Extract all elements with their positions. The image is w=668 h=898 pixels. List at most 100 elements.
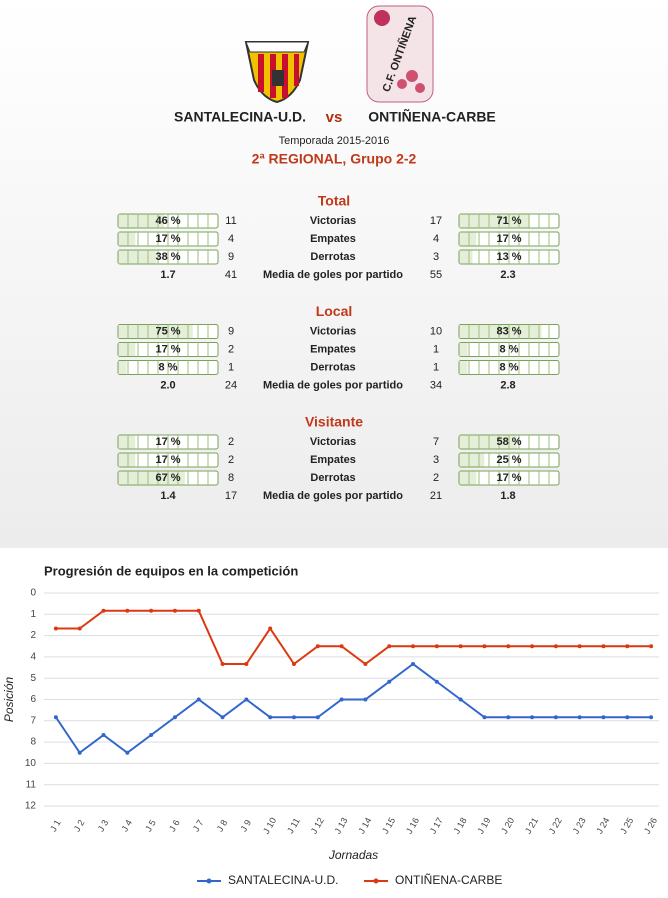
legend-label: SANTALECINA-U.D. — [228, 873, 338, 887]
home-goals: 24 — [225, 379, 237, 391]
y-tick-label: 7 — [30, 715, 36, 726]
goals-label: Media de goles por partido — [263, 490, 403, 502]
point — [411, 662, 416, 666]
point — [649, 644, 654, 649]
point — [530, 644, 535, 649]
pct-label: 17 % — [496, 472, 521, 484]
point — [125, 750, 130, 755]
x-tick-label: J 4 — [119, 818, 134, 833]
away-avg: 2.8 — [500, 379, 515, 391]
away-avg: 2.3 — [500, 269, 515, 281]
pct-label: 8 % — [500, 343, 519, 355]
x-tick-label: J 24 — [594, 816, 611, 836]
pct-bar-fill — [459, 453, 485, 467]
away-count: 3 — [433, 454, 439, 466]
y-tick-label: 12 — [25, 801, 37, 812]
pct-label: 75 % — [155, 325, 180, 337]
point — [339, 697, 344, 702]
pct-label: 38 % — [155, 251, 180, 263]
point — [458, 644, 463, 649]
point — [387, 679, 392, 684]
home-count: 2 — [228, 436, 234, 448]
point — [530, 715, 535, 720]
x-tick-label: J 15 — [380, 816, 397, 836]
home-goals: 17 — [225, 490, 237, 502]
point — [363, 662, 368, 666]
row-label: Derrotas — [310, 251, 355, 263]
pct-bar-fill — [118, 250, 157, 264]
point — [172, 608, 177, 613]
point — [482, 715, 487, 720]
y-tick-label: 0 — [30, 588, 36, 599]
pct-bar-fill — [118, 435, 136, 449]
pct-bar-fill — [459, 343, 468, 356]
pct-label: 58 % — [496, 436, 521, 448]
home-avg: 1.7 — [160, 269, 175, 281]
point — [411, 644, 416, 649]
season: Temporada 2015-2016 — [279, 135, 390, 147]
x-tick-label: J 2 — [72, 818, 87, 833]
point — [291, 715, 296, 720]
pct-bar-fill — [459, 250, 473, 264]
x-axis-label: Jornadas — [328, 848, 378, 862]
row-label: Victorias — [310, 215, 356, 227]
row-label: Empates — [310, 343, 356, 355]
point — [268, 626, 273, 631]
point — [244, 697, 249, 702]
y-tick-label: 4 — [30, 652, 36, 663]
x-tick-label: J 7 — [191, 818, 206, 833]
x-tick-label: J 18 — [452, 816, 469, 836]
row-label: Empates — [310, 454, 356, 466]
x-tick-label: J 21 — [523, 816, 540, 836]
pct-label: 17 % — [155, 343, 180, 355]
pct-bar-fill — [118, 232, 136, 246]
row-label: Victorias — [310, 436, 356, 448]
pct-label: 8 % — [500, 361, 519, 373]
pct-label: 17 % — [155, 454, 180, 466]
legend-dot — [373, 878, 379, 884]
point — [506, 715, 511, 720]
y-tick-label: 8 — [30, 737, 36, 748]
pct-label: 17 % — [155, 436, 180, 448]
y-tick-label: 2 — [30, 630, 36, 641]
row-label: Derrotas — [310, 361, 355, 373]
point — [196, 697, 201, 702]
y-tick-label: 10 — [25, 758, 37, 769]
home-count: 9 — [228, 325, 234, 337]
chart-title: Progresión de equipos en la competición — [44, 563, 298, 578]
row-label: Empates — [310, 233, 356, 245]
legend-dot — [206, 878, 212, 884]
away-avg: 1.8 — [500, 490, 515, 502]
y-axis-label: Posición — [2, 676, 16, 722]
section-title: Visitante — [305, 414, 363, 430]
away-count: 3 — [433, 251, 439, 263]
point — [291, 662, 296, 666]
away-goals: 34 — [430, 379, 442, 391]
pct-label: 13 % — [496, 251, 521, 263]
point — [244, 662, 249, 666]
point — [577, 644, 582, 649]
x-tick-label: J 23 — [571, 816, 588, 836]
y-tick-label: 5 — [30, 673, 36, 684]
pct-label: 17 % — [496, 233, 521, 245]
point — [125, 608, 130, 613]
home-count: 2 — [228, 454, 234, 466]
point — [625, 644, 630, 649]
point — [553, 715, 558, 720]
legend-label: ONTIÑENA-CARBE — [395, 873, 502, 887]
series-line — [55, 662, 652, 755]
away-count: 2 — [433, 472, 439, 484]
home-avg: 2.0 — [160, 379, 175, 391]
home-count: 4 — [228, 233, 234, 245]
point — [482, 644, 487, 649]
x-tick-label: J 8 — [215, 818, 230, 833]
x-tick-label: J 5 — [143, 818, 158, 833]
home-count: 8 — [228, 472, 234, 484]
x-tick-label: J 22 — [547, 816, 564, 836]
point — [387, 644, 392, 649]
pct-label: 8 % — [159, 361, 178, 373]
away-count: 17 — [430, 215, 442, 227]
point — [434, 644, 439, 649]
point — [315, 644, 320, 649]
away-count: 1 — [433, 361, 439, 373]
